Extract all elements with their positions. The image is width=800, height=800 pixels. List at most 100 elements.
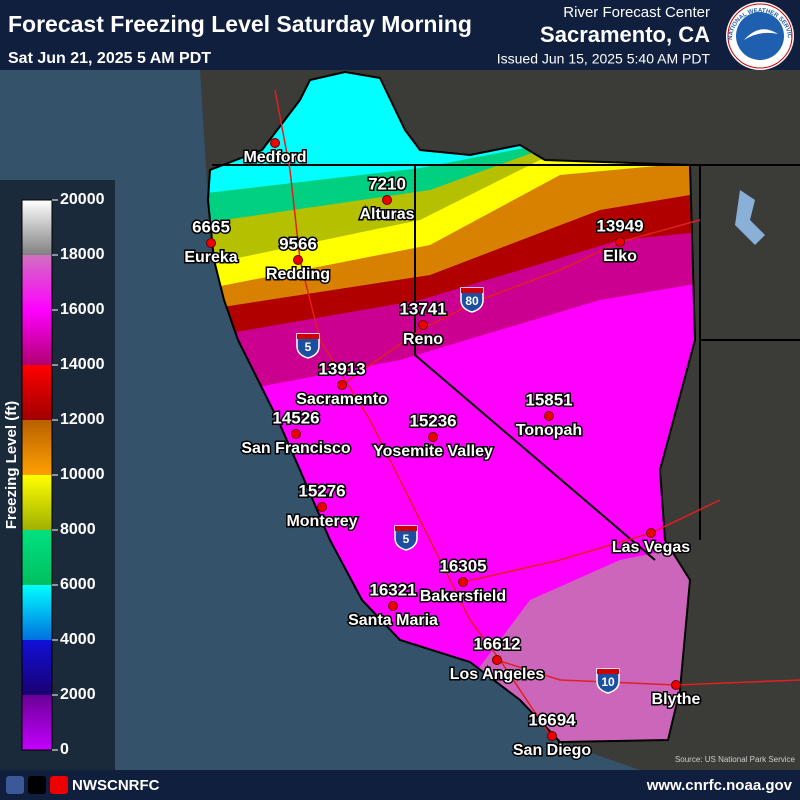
- city-name: Yosemite Valley: [373, 443, 493, 460]
- city-dot: [206, 238, 216, 248]
- city: San Diego 16694: [511, 709, 592, 761]
- city: Sacramento 13913: [295, 358, 390, 410]
- legend-ticks: 0 2000 4000 6000 8000 10000 12000 14000 16000 180…: [52, 191, 105, 758]
- city-value: 15276: [298, 481, 345, 500]
- city: Bakersfield 16305: [418, 555, 507, 607]
- shield-top: [461, 288, 483, 293]
- source-credit: Source: US National Park Service: [675, 755, 796, 764]
- city-dot: [492, 655, 502, 665]
- legend-tick-label: 12000: [60, 411, 105, 428]
- legend-tick-label: 16000: [60, 301, 105, 318]
- highway: [462, 499, 721, 583]
- legend-tick-label: 4000: [60, 631, 96, 648]
- city: Elko 13949: [595, 215, 645, 267]
- city: Las Vegas: [610, 528, 692, 558]
- border: [414, 165, 656, 561]
- city-value: 7210: [368, 174, 406, 193]
- city-value: 16321: [369, 580, 416, 599]
- city: Tonopah 15851: [514, 389, 583, 441]
- highway: [274, 89, 551, 736]
- city-dot: [270, 138, 280, 148]
- site-url[interactable]: www.cnrfc.noaa.gov: [646, 777, 793, 794]
- city-value: 15236: [409, 411, 456, 430]
- city-name: Los Angeles: [450, 666, 545, 683]
- city-value: 6665: [192, 217, 230, 236]
- legend-tick-label: 2000: [60, 686, 96, 703]
- shield-body: [394, 525, 418, 551]
- shield-number: 80: [465, 294, 479, 308]
- city-value: 16305: [439, 556, 486, 575]
- legend-tick-label: 18000: [60, 246, 105, 263]
- shield: 10: [596, 668, 620, 694]
- city-dot: [337, 380, 347, 390]
- city: Blythe: [650, 680, 702, 710]
- shield-number: 10: [601, 675, 615, 689]
- shield-top: [597, 669, 619, 674]
- city-name: Bakersfield: [420, 588, 506, 605]
- great-salt-lake: [735, 190, 765, 245]
- logo-border: [727, 3, 793, 69]
- city-name: Blythe: [652, 691, 701, 708]
- legend-tick-label: 20000: [60, 191, 105, 208]
- shield: 80: [460, 287, 484, 313]
- shield-body: [460, 287, 484, 313]
- city-value: 14526: [272, 408, 319, 427]
- city-name: Elko: [603, 248, 637, 265]
- city: Reno 13741: [398, 298, 448, 350]
- city: Alturas 7210: [358, 173, 416, 225]
- shield: 5: [296, 333, 320, 359]
- city-dot: [382, 195, 392, 205]
- shield-number: 5: [305, 340, 312, 354]
- facebook-icon[interactable]: [6, 776, 24, 794]
- city-value: 13949: [596, 216, 643, 235]
- highway: [341, 219, 701, 386]
- city-dot: [547, 731, 557, 741]
- city-dot: [428, 432, 438, 442]
- shield-top: [395, 526, 417, 531]
- shield: 5: [394, 525, 418, 551]
- title: Forecast Freezing Level Saturday Morning: [8, 11, 472, 37]
- city: Yosemite Valley 15236: [372, 410, 495, 462]
- city-name: Monterey: [286, 513, 357, 530]
- legend-tick-label: 0: [60, 741, 69, 758]
- city: Redding 9566: [265, 233, 332, 285]
- city-dot: [293, 255, 303, 265]
- issued: Issued Jun 15, 2025 5:40 AM PDT: [497, 51, 711, 67]
- valid-time: Sat Jun 21, 2025 5 AM PDT: [8, 50, 211, 67]
- city-name: Las Vegas: [612, 539, 690, 556]
- city: Santa Maria 16321: [347, 579, 440, 631]
- logo-center: [736, 12, 784, 60]
- city-name: Tonopah: [516, 422, 582, 439]
- legend-tick-label: 8000: [60, 521, 96, 538]
- city: Monterey 15276: [285, 480, 359, 532]
- city-name: Eureka: [184, 249, 237, 266]
- legend-tick-label: 6000: [60, 576, 96, 593]
- city-dot: [544, 411, 554, 421]
- highway-shields: 5 80 5 10: [296, 287, 620, 694]
- city: Eureka 6665: [183, 216, 239, 268]
- colorbar: [21, 199, 53, 751]
- city: San Francisco 14526: [240, 407, 353, 459]
- city-name: Alturas: [359, 206, 414, 223]
- city-dot: [317, 502, 327, 512]
- location: Sacramento, CA: [540, 22, 710, 47]
- city-dot: [615, 237, 625, 247]
- footer-bar: [0, 770, 800, 800]
- city-value: 13741: [399, 299, 446, 318]
- state-borders: [212, 164, 800, 561]
- city-name: San Francisco: [241, 440, 351, 457]
- legend-tick-label: 14000: [60, 356, 105, 373]
- city-name: Sacramento: [296, 391, 388, 408]
- youtube-icon[interactable]: [50, 776, 68, 794]
- shield-top: [297, 334, 319, 339]
- social-handle: NWSCNRFC: [72, 777, 160, 794]
- city-value: 15851: [525, 390, 572, 409]
- city-name: Medford: [243, 149, 306, 166]
- city-name: San Diego: [513, 742, 591, 759]
- shield-body: [596, 668, 620, 694]
- x-icon[interactable]: [28, 776, 46, 794]
- city: Medford: [242, 138, 308, 168]
- city-dot: [291, 429, 301, 439]
- legend-tick-label: 10000: [60, 466, 105, 483]
